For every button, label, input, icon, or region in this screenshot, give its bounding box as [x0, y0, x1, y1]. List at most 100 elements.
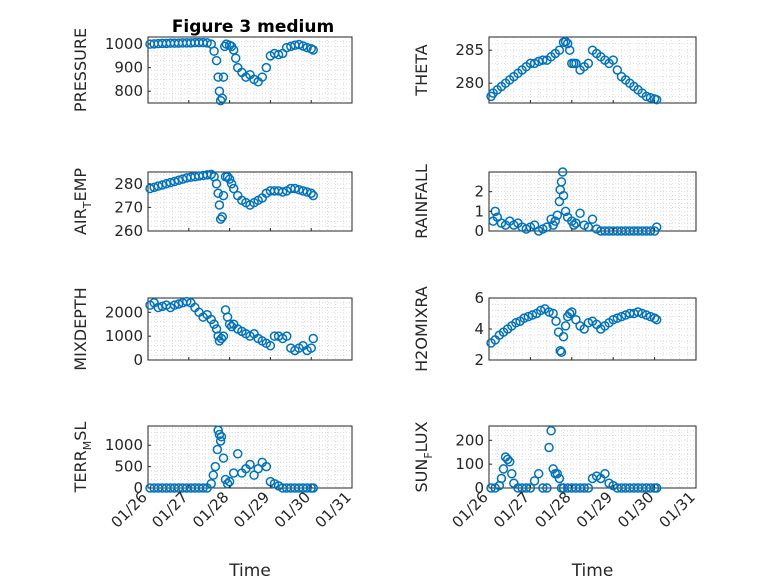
data-point — [206, 478, 216, 489]
data-point — [562, 38, 573, 49]
panel-h2omixra: 2 4 6 H2OMIXRA — [412, 286, 697, 372]
data-point — [486, 483, 496, 493]
data-point — [544, 307, 554, 317]
data-point — [224, 174, 235, 184]
data-point — [551, 316, 561, 326]
data-point — [557, 167, 568, 177]
panel-mixdepth: 0 1000 2000 MIXDEPTH — [71, 287, 353, 371]
x-tick-label: 01/26 — [108, 488, 151, 531]
data-point — [641, 91, 652, 102]
y-tick-label: 2 — [474, 183, 484, 201]
data-point — [496, 473, 507, 484]
axes-frame — [147, 297, 353, 361]
x-tick-label: 01/29 — [573, 488, 616, 531]
y-tick-label: 4 — [474, 320, 484, 338]
data-point — [182, 296, 192, 307]
data-point — [651, 94, 662, 105]
data-point — [216, 333, 227, 344]
data-point — [226, 179, 237, 189]
x-tick-label: 01/27 — [148, 488, 191, 531]
data-point — [206, 169, 216, 180]
y-tick-label: 0 — [133, 351, 143, 369]
data-point — [544, 442, 554, 453]
axes-frame — [488, 425, 697, 489]
data-point — [560, 36, 571, 47]
data-point — [261, 62, 272, 73]
data-point — [538, 55, 548, 65]
data-point — [157, 180, 168, 190]
y-tick-label: 260 — [114, 222, 143, 240]
y-tick-label: 1000 — [105, 436, 143, 454]
y-tick-label: 200 — [455, 431, 484, 449]
data-point — [228, 468, 239, 478]
data-point — [533, 468, 544, 479]
data-point — [213, 72, 223, 82]
data-point — [302, 42, 312, 53]
x-tick-label: 01/30 — [614, 488, 657, 531]
data-point — [306, 343, 316, 353]
data-point — [525, 483, 536, 493]
axes-frame — [488, 171, 697, 232]
data-point — [608, 314, 618, 325]
panel-air-temp: 260 270 280 AIRTEMP — [71, 168, 353, 240]
data-point — [498, 464, 509, 474]
data-point — [165, 177, 176, 188]
y-axis-label: TERRMSL — [71, 422, 94, 494]
data-point — [583, 58, 594, 69]
data-point — [261, 461, 272, 472]
data-point — [616, 311, 627, 322]
data-point — [633, 307, 643, 317]
data-point — [527, 310, 538, 320]
data-point — [216, 431, 227, 442]
data-point — [218, 72, 229, 82]
x-axis-label: Time — [571, 561, 614, 581]
data-point — [546, 426, 556, 436]
data-point — [649, 313, 660, 323]
axes-frame — [147, 36, 353, 104]
data-point — [145, 183, 155, 194]
data-point — [308, 333, 318, 344]
data-point — [209, 46, 219, 56]
data-point — [569, 220, 579, 230]
data-point — [265, 340, 276, 351]
data-point — [558, 190, 569, 201]
data-point — [149, 182, 159, 193]
data-point — [306, 188, 316, 198]
data-point — [215, 95, 226, 106]
y-tick-label: 280 — [114, 175, 143, 193]
data-point — [579, 483, 589, 493]
data-point — [206, 314, 216, 325]
data-point — [651, 483, 662, 493]
data-point — [608, 55, 618, 65]
y-tick-label: 100 — [455, 455, 484, 473]
data-point — [202, 38, 212, 48]
panel-rainfall: 0 12 RAINFALL — [412, 164, 697, 240]
axes-frame — [147, 171, 353, 232]
data-point — [550, 216, 560, 226]
data-point — [583, 483, 594, 493]
data-point — [511, 318, 521, 328]
y-tick-label: 270 — [114, 198, 143, 216]
data-point — [215, 436, 226, 446]
panel-pressure: 800 900 1000 PRESSURE — [71, 28, 353, 112]
x-axis-label: Time — [228, 561, 271, 581]
y-tick-label: 285 — [455, 41, 484, 59]
data-point — [298, 186, 308, 196]
data-point — [257, 72, 267, 82]
data-point — [645, 92, 656, 103]
data-point — [308, 190, 318, 201]
data-point — [213, 188, 223, 198]
data-point — [571, 58, 581, 69]
data-point — [222, 171, 233, 182]
y-tick-label: 0 — [474, 222, 484, 240]
data-point — [161, 179, 172, 189]
x-tick-label: 01/31 — [656, 488, 699, 531]
y-tick-label: 6 — [474, 289, 484, 307]
data-point — [308, 45, 318, 55]
data-point — [587, 214, 598, 224]
data-point — [554, 473, 565, 484]
y-axis-label: MIXDEPTH — [71, 287, 90, 370]
data-point — [224, 319, 235, 329]
figure-title: Figure 3 medium — [172, 17, 334, 37]
